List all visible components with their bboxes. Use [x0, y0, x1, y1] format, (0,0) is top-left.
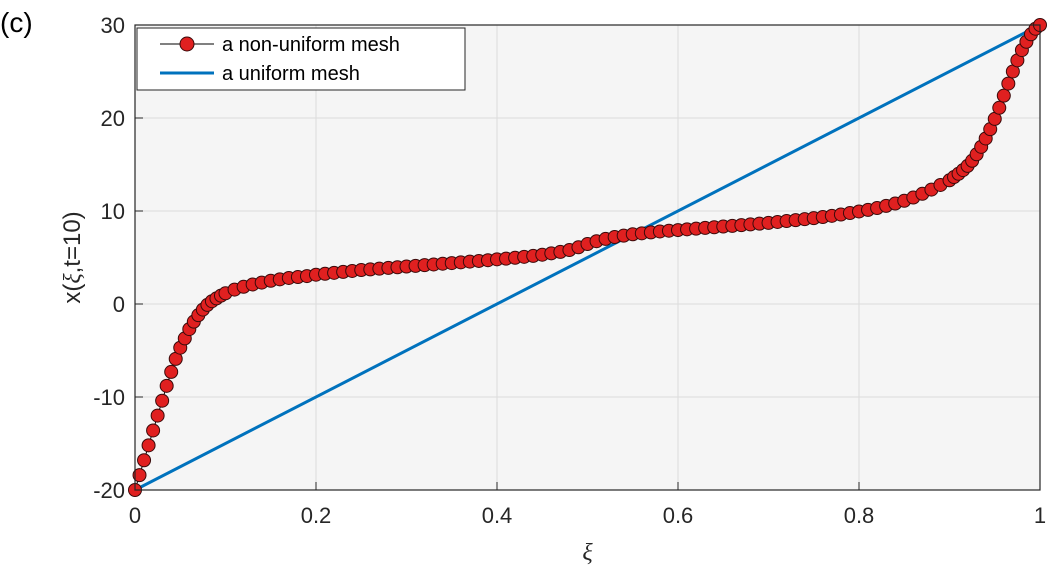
data-point-nonuniform — [146, 423, 161, 438]
y-tick-label: -20 — [93, 478, 125, 503]
data-point-nonuniform — [141, 438, 156, 453]
legend-label-uniform: a uniform mesh — [222, 63, 360, 85]
x-axis-label: ξ — [582, 540, 593, 566]
series-layer — [128, 18, 1047, 497]
y-axis-label-xi: ξ — [60, 273, 86, 284]
plot-frame — [134, 24, 1041, 491]
data-point-nonuniform — [150, 408, 165, 423]
x-tick-label: 0.8 — [844, 503, 875, 528]
data-point-nonuniform — [132, 468, 147, 483]
data-point-nonuniform — [992, 100, 1007, 115]
y-tick-label: 0 — [113, 292, 125, 317]
x-tick-label: 0.4 — [482, 503, 513, 528]
panel-label: (c) — [0, 7, 33, 38]
data-point-nonuniform — [1001, 76, 1016, 91]
y-tick-label: 20 — [101, 106, 125, 131]
data-point-nonuniform — [137, 453, 152, 468]
x-tick-label: 0 — [129, 503, 141, 528]
x-tick-label: 0.2 — [301, 503, 332, 528]
data-point-nonuniform — [164, 364, 179, 379]
y-tick-label: 30 — [101, 13, 125, 38]
data-point-nonuniform — [996, 88, 1011, 103]
x-tick-label: 0.6 — [663, 503, 694, 528]
legend: a non-uniform mesh a uniform mesh — [136, 27, 466, 91]
series-line-uniform — [134, 23, 1041, 492]
legend-marker-nonuniform — [179, 36, 195, 52]
x-tick-label: 1 — [1034, 503, 1046, 528]
y-axis-label-prefix: x( — [59, 284, 86, 304]
legend-label-nonuniform: a non-uniform mesh — [222, 34, 400, 56]
axis-ticks: 0 0.2 0.4 0.6 0.8 1 -20 -10 0 10 20 30 — [93, 13, 1046, 528]
y-tick-label: 10 — [101, 199, 125, 224]
data-point-nonuniform — [159, 378, 174, 393]
y-axis-label-suffix: ,t=10) — [59, 211, 86, 273]
data-point-nonuniform — [155, 393, 170, 408]
y-tick-label: -10 — [93, 385, 125, 410]
y-axis-label: x(ξ,t=10) — [59, 211, 86, 303]
